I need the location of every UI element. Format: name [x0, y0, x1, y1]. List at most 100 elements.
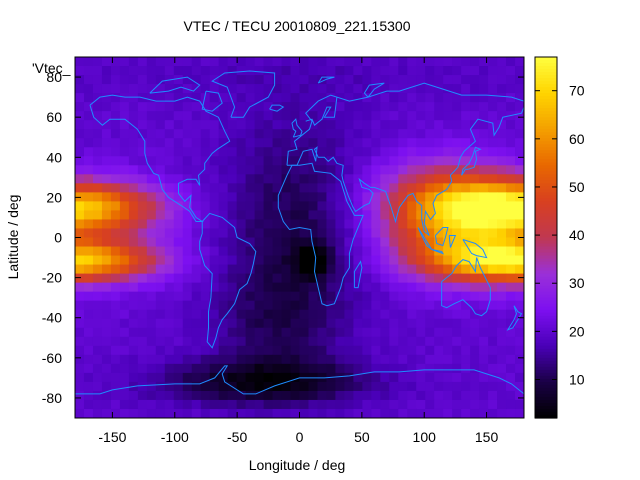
heatmap-cell	[164, 264, 175, 275]
heatmap-cell	[515, 300, 524, 311]
heatmap-cell	[326, 138, 337, 148]
heatmap-cell	[245, 111, 256, 121]
colorbar-segment	[535, 159, 557, 163]
heatmap-cell	[128, 273, 139, 284]
heatmap-cell	[371, 390, 381, 401]
heatmap-cell	[398, 255, 408, 266]
colorbar-segment	[535, 279, 557, 284]
heatmap-cell	[83, 255, 94, 266]
heatmap-cell	[434, 192, 444, 203]
colorbar-segment	[535, 312, 557, 317]
heatmap-cell	[299, 399, 310, 410]
heatmap-cell	[83, 219, 94, 230]
heatmap-cell	[92, 138, 103, 148]
heatmap-cell	[380, 147, 390, 157]
heatmap-cell	[398, 219, 408, 230]
heatmap-cell	[209, 318, 220, 329]
heatmap-cell	[326, 120, 337, 130]
heatmap-cell	[155, 147, 166, 157]
heatmap-cell	[317, 237, 328, 248]
heatmap-cell	[371, 264, 381, 275]
heatmap-cell	[272, 318, 283, 329]
heatmap-cell	[191, 354, 202, 365]
heatmap-cell	[389, 165, 399, 175]
colorbar-segment	[535, 402, 557, 407]
heatmap-cell	[389, 237, 399, 248]
heatmap-cell	[218, 210, 229, 221]
heatmap-cell	[452, 75, 462, 85]
heatmap-cell	[416, 381, 426, 392]
heatmap-cell	[506, 120, 516, 130]
heatmap-cell	[119, 381, 130, 392]
heatmap-cell	[128, 318, 139, 329]
heatmap-cell	[362, 156, 372, 166]
heatmap-cell	[290, 66, 301, 76]
heatmap-cell	[290, 336, 301, 347]
heatmap-cell	[524, 409, 534, 419]
heatmap-cell	[425, 318, 435, 329]
heatmap-cell	[191, 75, 202, 85]
heatmap-cell	[434, 183, 444, 193]
heatmap-cell	[227, 273, 238, 284]
heatmap-cell	[236, 138, 247, 148]
heatmap-cell	[254, 165, 265, 175]
heatmap-cell	[326, 174, 337, 184]
heatmap-cell	[236, 102, 247, 112]
heatmap-cell	[488, 363, 498, 374]
heatmap-cell	[434, 201, 444, 212]
heatmap-cell	[407, 282, 417, 293]
heatmap-cell	[209, 111, 220, 121]
heatmap-cell	[110, 120, 121, 130]
heatmap-cell	[101, 336, 112, 347]
heatmap-cell	[83, 228, 94, 239]
heatmap-cell	[209, 345, 220, 356]
heatmap-cell	[137, 111, 148, 121]
heatmap-cell	[110, 129, 121, 139]
heatmap-cell	[146, 309, 157, 320]
heatmap-cell	[110, 138, 121, 148]
heatmap-cell	[182, 300, 193, 311]
colorbar-segment	[535, 117, 557, 121]
heatmap-cell	[101, 120, 112, 130]
heatmap-cell	[398, 399, 408, 410]
heatmap-cell	[101, 390, 112, 401]
heatmap-cell	[281, 102, 292, 112]
heatmap-cell	[101, 246, 112, 257]
heatmap-cell	[137, 219, 148, 230]
heatmap-cell	[272, 66, 283, 76]
heatmap-cell	[182, 129, 193, 139]
heatmap-cell	[173, 354, 184, 365]
heatmap-cell	[299, 255, 310, 266]
heatmap-cell	[416, 291, 426, 302]
heatmap-cell	[308, 282, 319, 293]
heatmap-cell	[479, 75, 489, 85]
heatmap-cell	[191, 84, 202, 94]
heatmap-cell	[173, 390, 184, 401]
heatmap-cell	[389, 120, 399, 130]
heatmap-cell	[353, 246, 363, 257]
heatmap-cell	[75, 201, 85, 212]
colorbar-segment	[535, 339, 557, 344]
heatmap-cell	[290, 408, 301, 418]
heatmap-cell	[506, 201, 516, 212]
heatmap-cell	[389, 291, 399, 302]
heatmap-cell	[362, 264, 372, 275]
heatmap-cell	[452, 255, 462, 266]
heatmap-cell	[506, 327, 516, 338]
heatmap-cell	[515, 390, 524, 401]
heatmap-cell	[443, 111, 453, 121]
heatmap-cell	[245, 57, 256, 67]
heatmap-cell	[443, 237, 453, 248]
colorbar-segment	[535, 102, 557, 106]
heatmap-cell	[281, 381, 292, 392]
heatmap-cell	[434, 156, 444, 166]
heatmap-cell	[299, 156, 310, 166]
heatmap-cell	[524, 301, 534, 311]
heatmap-cell	[425, 237, 435, 248]
heatmap-cell	[236, 264, 247, 275]
heatmap-cell	[200, 300, 211, 311]
heatmap-cell	[389, 354, 399, 365]
heatmap-cell	[407, 390, 417, 401]
heatmap-cell	[515, 120, 524, 130]
heatmap-cell	[182, 282, 193, 293]
